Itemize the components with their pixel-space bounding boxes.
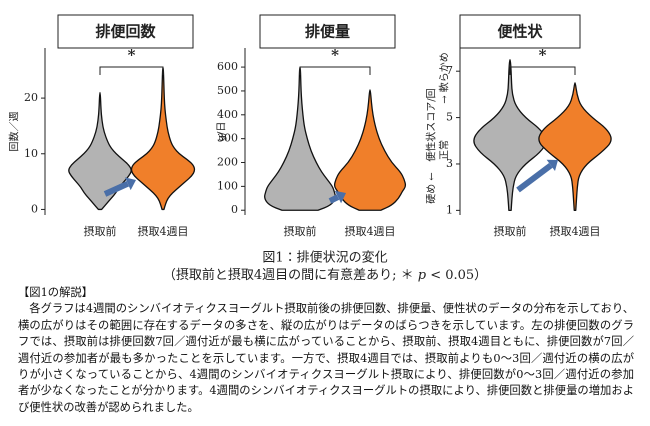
y-tick-label: 0	[31, 202, 38, 215]
y-tick-label: 10	[24, 147, 38, 160]
charts: 図1：排便状況の変化 （摂取前と摂取4週目の間に有意差あり; ＊ p < 0.0…	[8, 14, 612, 283]
violin	[130, 66, 196, 211]
note: 【図1の解説】 各グラフは4週間のシンバイオティクスヨーグルト摂取前後の排便回数…	[18, 285, 634, 416]
x-tick-label: 摂取4週目	[550, 224, 601, 238]
violin	[68, 91, 132, 211]
y-tick-label: 5	[446, 111, 453, 124]
arrow	[103, 180, 130, 197]
y-axis-label: 便性状スコア/回	[425, 88, 438, 161]
caption-sub: （摂取前と摂取4週目の間に有意差あり; ＊ p < 0.05）	[163, 267, 487, 283]
y-annotation: 硬め ←	[426, 172, 438, 204]
x-tick-label: 摂取4週目	[345, 224, 396, 238]
note-text: 各グラフは4週間のシンバイオティクスヨーグルト摂取前後の排便回数、排便量、便性状…	[18, 302, 634, 414]
significance-bracket	[509, 66, 576, 75]
arrow-head	[334, 190, 346, 204]
x-tick-label: 摂取前	[494, 224, 527, 238]
y-tick-label: 0	[231, 203, 238, 216]
caption-part: < 0.05）	[426, 268, 487, 283]
x-tick-label: 摂取前	[84, 224, 117, 238]
y-annotation: 正常	[438, 140, 451, 160]
arrow-head	[124, 177, 136, 191]
significance-mark: *	[331, 46, 339, 64]
note-heading: 【図1の解説】	[18, 286, 93, 299]
y-tick-label: 7	[446, 64, 453, 77]
x-tick-label: 摂取前	[284, 224, 317, 238]
title-box	[57, 14, 194, 49]
y-tick-label: 1	[446, 203, 453, 216]
y-tick-label: 300	[217, 132, 238, 145]
arrow-head	[546, 159, 558, 171]
y-tick-label: 20	[24, 91, 38, 104]
chart-title: 便性状	[497, 23, 543, 41]
significance-bracket	[299, 66, 371, 75]
significance-mark: *	[539, 46, 547, 64]
y-annotation: → 軟らかめ	[438, 52, 451, 104]
arrow	[328, 194, 340, 204]
y-tick-label: 500	[217, 84, 238, 97]
y-tick-label: 600	[217, 60, 238, 73]
violin	[473, 58, 547, 212]
caption-part: p	[418, 268, 427, 283]
x-tick-label: 摂取4週目	[138, 224, 189, 238]
violin	[264, 66, 336, 211]
y-tick-label: 3	[446, 157, 453, 170]
caption: 図1：排便状況の変化	[262, 250, 387, 266]
y-axis-label: 回数／週	[8, 112, 21, 152]
caption-part: （摂取前と摂取4週目の間に有意差あり; ＊	[163, 267, 418, 283]
chart-title: 排便回数	[95, 23, 156, 41]
y-tick-label: 400	[217, 108, 238, 121]
significance-mark: *	[128, 46, 136, 64]
y-tick-label: 100	[217, 179, 238, 192]
title-box	[259, 14, 396, 49]
violin	[333, 89, 407, 211]
violin	[538, 82, 612, 212]
chart-title: 排便量	[305, 23, 350, 41]
y-tick-label: 200	[217, 156, 238, 169]
y-axis-label: g/日	[217, 122, 228, 142]
title-box	[459, 14, 581, 49]
significance-bracket	[99, 66, 164, 75]
arrow	[516, 162, 553, 193]
